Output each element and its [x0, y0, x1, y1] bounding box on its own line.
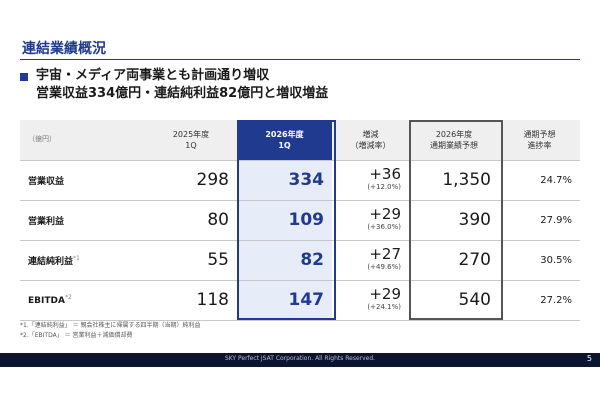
change-rate: (+49.6%) [367, 262, 401, 271]
current-value: 334 [237, 160, 332, 201]
footnote-2: *2.「EBITDA」 ＝ 営業利益＋減価償却費 [20, 332, 133, 339]
results-table: （億円） 2025年度 1Q 2026年度 1Q 増減 （増減率） 2026年度 通期業… [20, 120, 580, 321]
row-label: 連結純利益*1 [20, 240, 145, 281]
unit-label: （億円） [20, 120, 145, 161]
change-value: +29 [369, 284, 401, 303]
col-header-prev: 2025年度 1Q [145, 120, 237, 161]
col-header-progress: 通期予想 進捗率 [499, 120, 580, 161]
prev-value: 80 [145, 200, 237, 241]
table-row: EBITDA*2 118 147 +29 (+24.1%) 540 27.2% [20, 280, 580, 321]
forecast-value: 540 [409, 280, 499, 321]
header-row: （億円） 2025年度 1Q 2026年度 1Q 増減 （増減率） 2026年度 通期業… [20, 120, 580, 161]
forecast-value: 1,350 [409, 160, 499, 201]
prev-value: 298 [145, 160, 237, 201]
change-value: +29 [369, 204, 401, 223]
footer-bar: SKY Perfect JSAT Corporation. All Rights… [0, 353, 600, 367]
table-row: 営業利益 80 109 +29 (+36.0%) 390 27.9% [20, 200, 580, 241]
prev-value: 118 [145, 280, 237, 321]
row-label: 営業収益 [20, 160, 145, 201]
page-number: 5 [586, 354, 592, 363]
progress-value: 27.2% [499, 280, 580, 321]
current-value: 109 [237, 200, 332, 241]
footnotes: *1.「連結純利益」 ＝ 親会社株主に帰属する四半期（当期）純利益 *2.「EB… [20, 321, 201, 341]
current-value: 147 [237, 280, 332, 321]
change-rate: (+12.0%) [367, 182, 401, 191]
col-header-change: 増減 （増減率） [332, 120, 409, 161]
progress-value: 27.9% [499, 200, 580, 241]
change-cell: +29 (+36.0%) [332, 200, 409, 241]
forecast-value: 270 [409, 240, 499, 281]
table-row: 連結純利益*1 55 82 +27 (+49.6%) 270 30.5% [20, 240, 580, 281]
table-row: 営業収益 298 334 +36 (+12.0%) 1,350 24.7% [20, 160, 580, 201]
progress-value: 24.7% [499, 160, 580, 201]
col-header-forecast: 2026年度 通期業績予想 [409, 120, 499, 161]
footnote-1: *1.「連結純利益」 ＝ 親会社株主に帰属する四半期（当期）純利益 [20, 322, 201, 329]
change-value: +36 [369, 164, 401, 183]
change-value: +27 [369, 244, 401, 263]
row-label: 営業利益 [20, 200, 145, 241]
col-header-current: 2026年度 1Q [237, 120, 332, 161]
forecast-value: 390 [409, 200, 499, 241]
change-cell: +29 (+24.1%) [332, 280, 409, 321]
prev-value: 55 [145, 240, 237, 281]
title-divider [20, 59, 580, 60]
bullet-square-icon [20, 73, 28, 81]
current-value: 82 [237, 240, 332, 281]
page-title: 連結業績概況 [22, 41, 106, 57]
change-rate: (+36.0%) [367, 222, 401, 231]
copyright-text: SKY Perfect JSAT Corporation. All Rights… [224, 355, 376, 362]
progress-value: 30.5% [499, 240, 580, 281]
row-label: EBITDA*2 [20, 280, 145, 321]
headline: 宇宙・メディア両事業とも計画通り増収 営業収益334億円・連結純利益82億円と増… [36, 67, 328, 103]
headline-line-2: 営業収益334億円・連結純利益82億円と増収増益 [36, 86, 329, 101]
change-cell: +36 (+12.0%) [332, 160, 409, 201]
change-rate: (+24.1%) [367, 302, 401, 311]
change-cell: +27 (+49.6%) [332, 240, 409, 281]
headline-line-1: 宇宙・メディア両事業とも計画通り増収 [36, 68, 270, 83]
